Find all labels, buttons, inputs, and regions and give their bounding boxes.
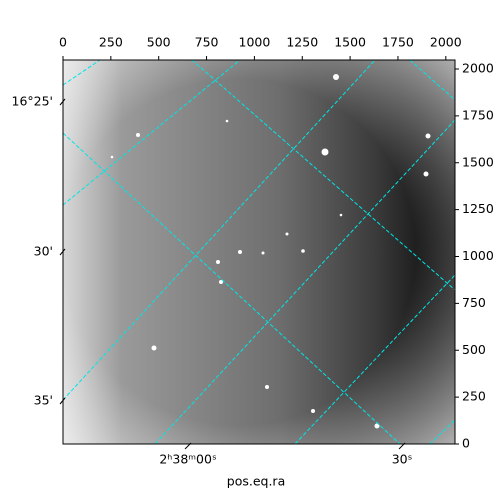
y-tick-label: 1750 [462, 107, 494, 122]
dec-label: 30' [34, 244, 53, 259]
x-tick-label: 1750 [382, 35, 414, 50]
grid-line [154, 119, 455, 444]
y-tick-label: 2000 [462, 61, 494, 76]
grid-line [63, 60, 376, 401]
x-tick-label: 500 [147, 35, 171, 50]
x-tick-label: 750 [195, 35, 219, 50]
x-tick-label: 1000 [239, 35, 271, 50]
dec-label: 35' [34, 393, 53, 408]
grid-line [409, 60, 455, 101]
grid-line [294, 274, 455, 444]
dec-tick [59, 98, 66, 106]
ra-tick [184, 442, 192, 450]
dec-tick [59, 248, 66, 256]
x-tick-label: 1250 [286, 35, 318, 50]
dec-tick [59, 397, 66, 405]
grid-line [63, 132, 401, 444]
grid-line [63, 60, 101, 86]
x-tick-label: 250 [99, 35, 123, 50]
y-tick-label: 750 [462, 295, 486, 310]
y-tick-label: 1000 [462, 248, 494, 263]
grid-line [63, 60, 241, 206]
x-tick-label: 0 [59, 35, 67, 50]
image [63, 60, 455, 444]
x-tick-label: 2000 [430, 35, 462, 50]
dec-label: 16°25' [12, 94, 54, 109]
y-tick-label: 500 [462, 342, 486, 357]
grid-line [191, 60, 455, 291]
x-tick-label: 1500 [334, 35, 366, 50]
y-tick-label: 1250 [462, 201, 494, 216]
y-tick-label: 0 [462, 436, 470, 451]
ra-label: 30ˢ [392, 452, 413, 467]
y-tick-label: 1500 [462, 154, 494, 169]
ra-label: 2ʰ38ᵐ00ˢ [159, 452, 216, 467]
ra-tick [398, 442, 406, 450]
y-tick-label: 250 [462, 389, 486, 404]
x-axis-label: pos.eq.ra [227, 474, 285, 489]
